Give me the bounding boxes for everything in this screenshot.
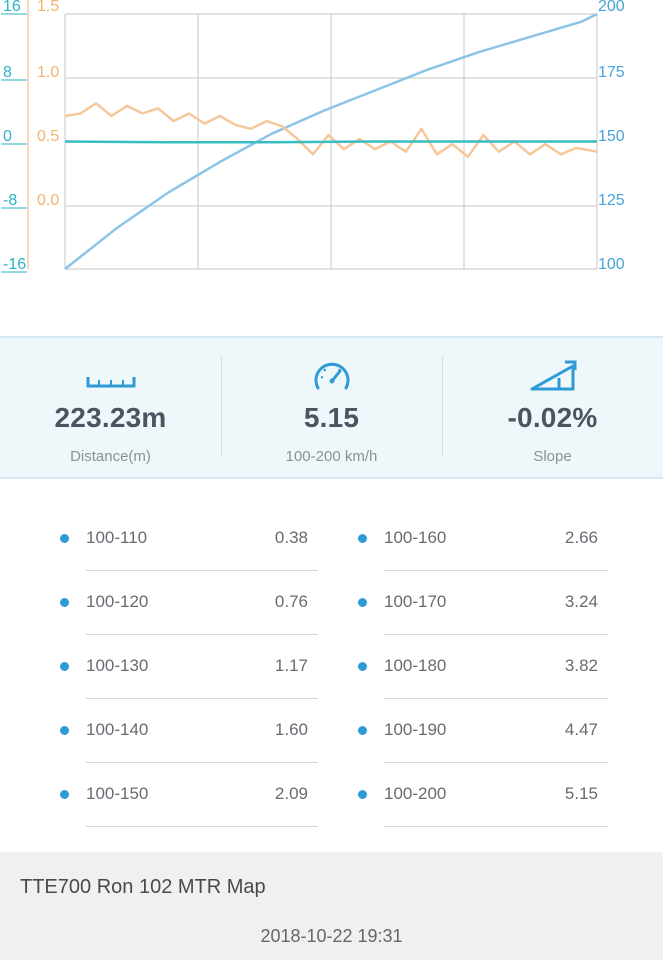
list-item: 100-120 0.76 — [60, 571, 318, 635]
axis-tick-label: 175 — [598, 64, 625, 81]
list-item: 100-110 0.38 — [60, 507, 318, 571]
bullet-dot — [358, 662, 367, 671]
row-divider — [384, 634, 608, 635]
row-divider — [86, 762, 318, 763]
split-range: 100-160 — [384, 528, 447, 547]
axis-tick-label: 100 — [598, 256, 625, 273]
split-range: 100-170 — [384, 592, 447, 611]
row-divider — [384, 826, 608, 827]
axis-tick-label: 1.0 — [37, 64, 59, 81]
series-line-speed_axis — [64, 12, 598, 270]
stat-time: 5.15 100-200 km/h — [221, 338, 442, 477]
series-line-accel_axis — [64, 102, 598, 159]
split-range: 100-130 — [86, 656, 149, 675]
row-divider — [86, 634, 318, 635]
split-range: 100-140 — [86, 720, 149, 739]
bullet-dot — [358, 726, 367, 735]
split-time: 4.47 — [564, 720, 598, 739]
split-range: 100-120 — [86, 592, 149, 611]
list-item: 100-170 3.24 — [358, 571, 608, 635]
row-divider — [86, 826, 318, 827]
bullet-dot — [60, 790, 69, 799]
split-range: 100-110 — [86, 528, 148, 547]
row-divider — [384, 762, 608, 763]
split-time: 3.24 — [564, 592, 598, 611]
split-time: 2.09 — [274, 784, 308, 803]
acceleration-chart: 16 8 0 -8 -16 1.5 1.0 0.5 0.0 200 175 150 125 100 — [1, 0, 625, 273]
axis-tick-label: 0.5 — [37, 128, 59, 145]
axis-tick-label: 200 — [598, 0, 625, 15]
axis-tick-label: 150 — [598, 128, 625, 145]
slope-axis: 16 8 0 -8 -16 — [1, 0, 27, 273]
footer: TTE700 Ron 102 MTR Map 2018-10-22 19:31 — [0, 852, 663, 960]
bullet-dot — [60, 534, 69, 543]
axis-tick-label: -16 — [3, 256, 26, 273]
list-item: 100-190 4.47 — [358, 699, 608, 763]
split-time: 0.38 — [274, 528, 308, 547]
axis-tick-label: 8 — [3, 64, 12, 81]
split-range: 100-180 — [384, 656, 447, 675]
bullet-dot — [60, 726, 69, 735]
run-date: 2018-10-22 19:31 — [260, 926, 403, 946]
row-divider — [86, 698, 318, 699]
row-divider — [384, 698, 608, 699]
stat-distance: 223.23m Distance(m) — [0, 338, 221, 477]
slope-icon — [529, 354, 577, 392]
split-range: 100-190 — [384, 720, 447, 739]
bullet-dot — [60, 598, 69, 607]
split-range: 100-150 — [86, 784, 149, 803]
axis-tick-label: 1.5 — [37, 0, 59, 15]
stats-panel: 223.23m Distance(m) 5.15 100-200 km/h -0… — [0, 336, 663, 479]
slope-label: Slope — [533, 448, 572, 465]
axis-tick-label: 125 — [598, 192, 625, 209]
run-title: TTE700 Ron 102 MTR Map — [20, 876, 266, 898]
series-line-slope_axis — [64, 140, 597, 144]
speed-axis: 200 175 150 125 100 — [598, 0, 625, 273]
chart-series — [64, 12, 598, 270]
time-value: 5.15 — [303, 402, 360, 433]
split-time: 0.76 — [274, 592, 308, 611]
row-divider — [384, 570, 608, 571]
list-item: 100-150 2.09 — [60, 763, 318, 827]
bullet-dot — [358, 790, 367, 799]
speedometer-icon — [312, 354, 352, 392]
axis-tick-label: 16 — [3, 0, 21, 15]
list-item: 100-180 3.82 — [358, 635, 608, 699]
axis-tick-label: 0.0 — [37, 192, 59, 209]
split-time: 1.60 — [274, 720, 308, 739]
bullet-dot — [358, 598, 367, 607]
distance-value: 223.23m — [54, 402, 167, 433]
list-item: 100-200 5.15 — [358, 763, 608, 827]
list-item: 100-140 1.60 — [60, 699, 318, 763]
split-time: 5.15 — [564, 784, 598, 803]
list-item: 100-130 1.17 — [60, 635, 318, 699]
axis-tick-label: -8 — [3, 192, 17, 209]
bullet-dot — [60, 662, 69, 671]
row-divider — [86, 570, 318, 571]
stat-slope: -0.02% Slope — [442, 338, 663, 477]
bullet-dot — [358, 534, 367, 543]
split-range: 100-200 — [384, 784, 447, 803]
acceleration-axis: 1.5 1.0 0.5 0.0 — [27, 0, 59, 269]
slope-value: -0.02% — [507, 402, 598, 433]
distance-label: Distance(m) — [70, 448, 151, 465]
axis-tick-label: 0 — [3, 128, 12, 145]
split-time: 2.66 — [564, 528, 598, 547]
time-label: 100-200 km/h — [285, 448, 378, 465]
ruler-icon — [86, 354, 136, 392]
list-item: 100-160 2.66 — [358, 507, 608, 571]
split-time: 3.82 — [564, 656, 598, 675]
split-time: 1.17 — [274, 656, 308, 675]
